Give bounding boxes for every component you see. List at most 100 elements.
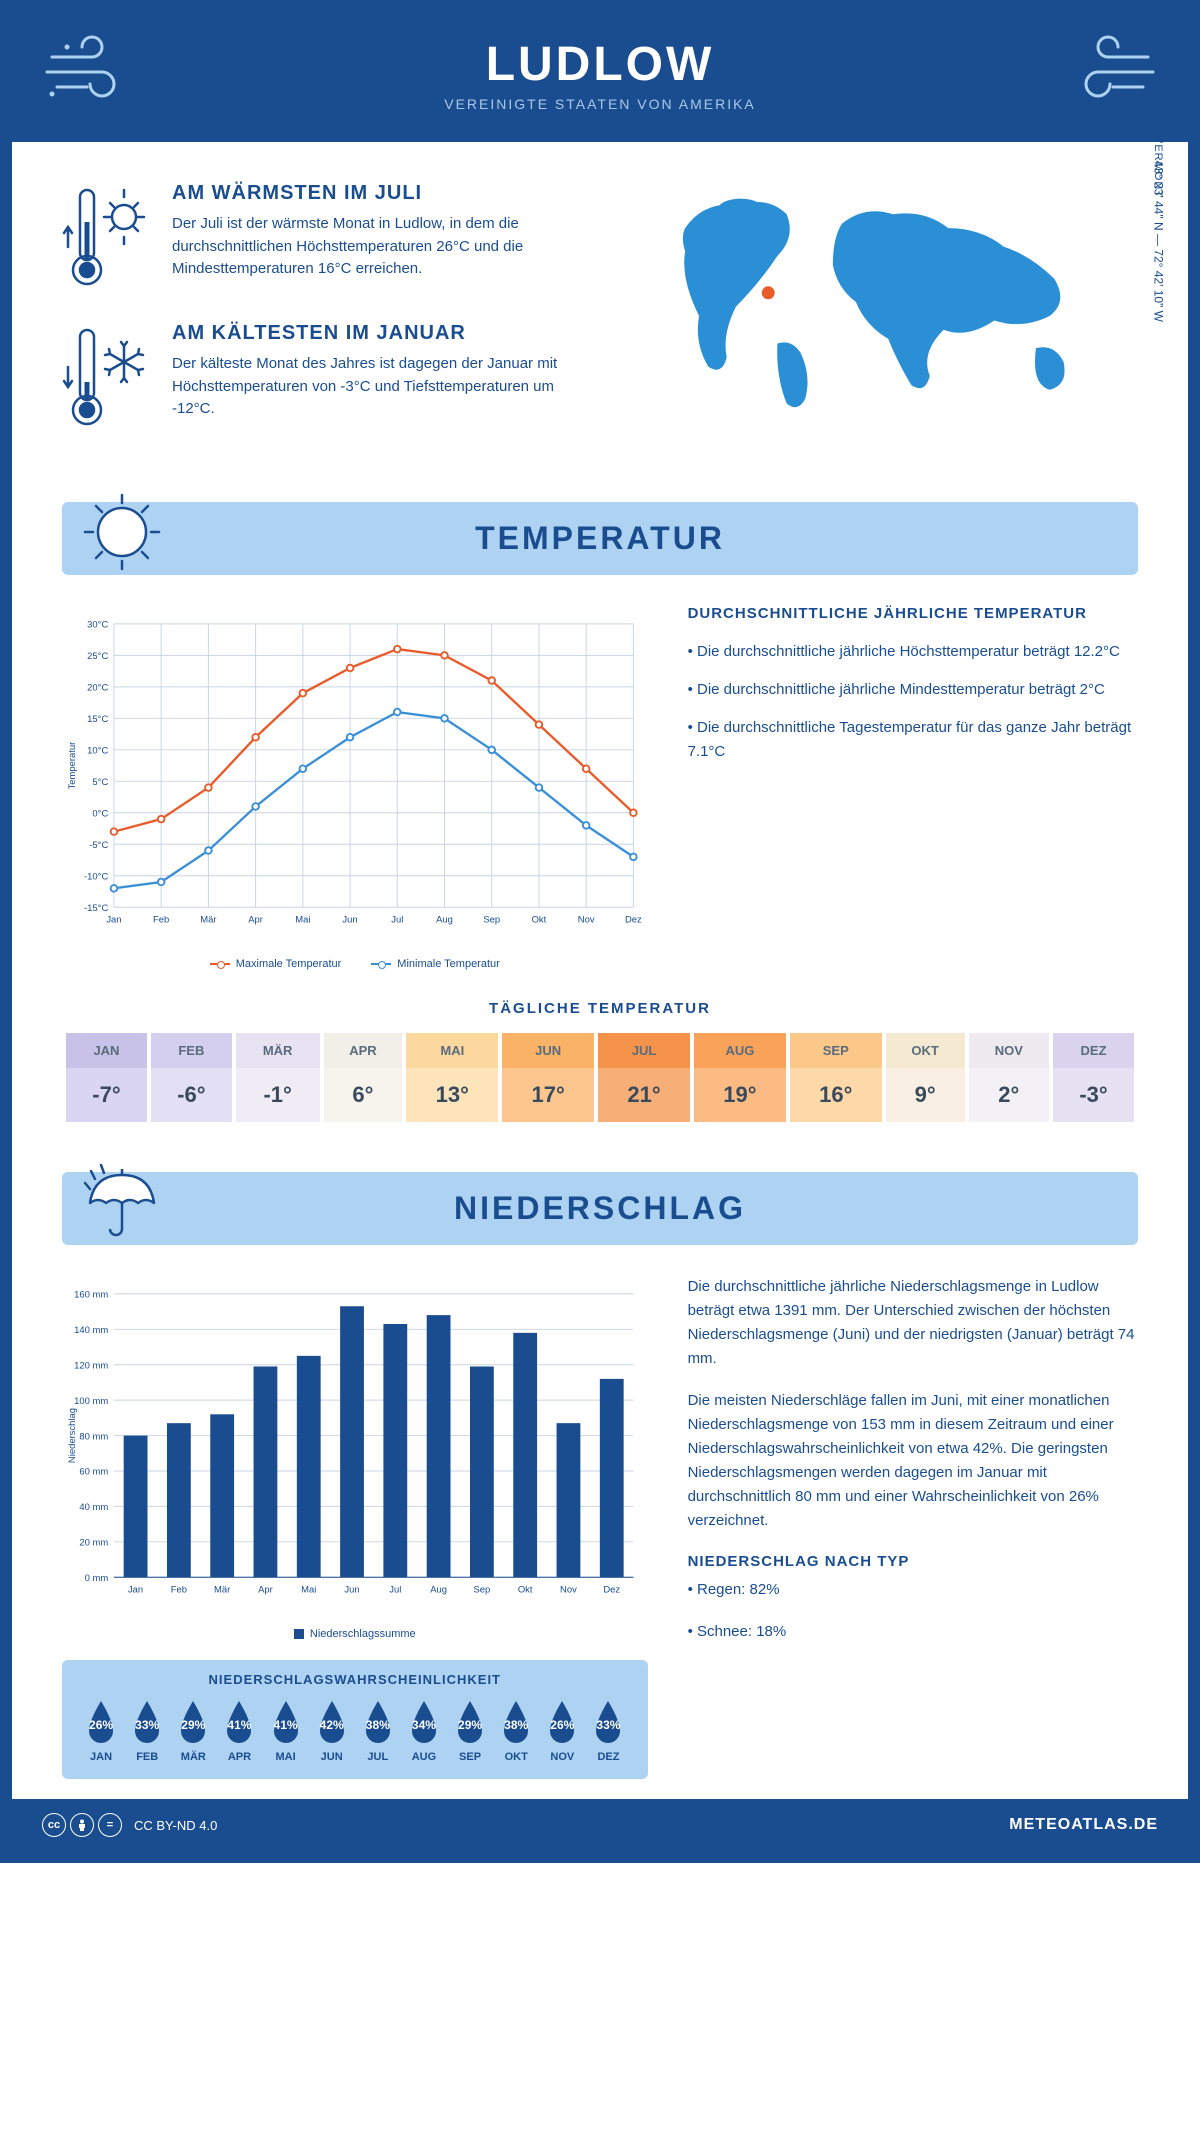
temp-value-cell: 2°: [969, 1068, 1049, 1122]
daily-temp-table: JANFEBMÄRAPRMAIJUNJULAUGSEPOKTNOVDEZ -7°…: [62, 1033, 1138, 1122]
fact-warm-text: Der Juli ist der wärmste Monat in Ludlow…: [172, 213, 580, 281]
precip-type2: • Schnee: 18%: [688, 1620, 1138, 1644]
svg-text:Aug: Aug: [430, 1584, 447, 1595]
temp-value-cell: -1°: [236, 1068, 320, 1122]
temp-value-cell: 21°: [598, 1068, 690, 1122]
svg-text:Aug: Aug: [436, 914, 453, 925]
wind-icon: [42, 32, 142, 112]
temp-month-cell: JAN: [66, 1033, 147, 1068]
prob-item: 33%FEB: [124, 1697, 170, 1763]
svg-text:5°C: 5°C: [92, 777, 108, 788]
prob-item: 34%AUG: [401, 1697, 447, 1763]
precip-bar-chart: 0 mm20 mm40 mm60 mm80 mm100 mm120 mm140 …: [62, 1275, 648, 1640]
footer: cc = CC BY-ND 4.0 METEOATLAS.DE: [12, 1799, 1188, 1851]
temp-info-p2: • Die durchschnittliche jährliche Mindes…: [688, 678, 1138, 702]
prob-item: 41%MAI: [263, 1697, 309, 1763]
svg-text:Jan: Jan: [128, 1584, 143, 1595]
svg-text:40 mm: 40 mm: [79, 1502, 108, 1513]
prob-title: NIEDERSCHLAGSWAHRSCHEINLICHKEIT: [78, 1672, 632, 1687]
svg-text:0 mm: 0 mm: [85, 1573, 109, 1584]
precip-type-title: NIEDERSCHLAG NACH TYP: [688, 1553, 1138, 1570]
precip-p1: Die durchschnittliche jährliche Niedersc…: [688, 1275, 1138, 1371]
fact-coldest: AM KÄLTESTEN IM JANUAR Der kälteste Mona…: [62, 322, 580, 432]
prob-item: 26%JAN: [78, 1697, 124, 1763]
temp-value-cell: -3°: [1053, 1068, 1134, 1122]
svg-text:Apr: Apr: [248, 914, 263, 925]
svg-text:15°C: 15°C: [87, 714, 108, 725]
page-title: LUDLOW: [444, 37, 756, 92]
temp-info: DURCHSCHNITTLICHE JÄHRLICHE TEMPERATUR •…: [688, 605, 1138, 970]
svg-text:Jan: Jan: [106, 914, 121, 925]
temp-value-cell: 9°: [886, 1068, 965, 1122]
temp-value-cell: 13°: [406, 1068, 498, 1122]
svg-text:Nov: Nov: [560, 1584, 577, 1595]
fact-cold-text: Der kälteste Monat des Jahres ist dagege…: [172, 353, 580, 421]
coordinates: 43° 23' 44" N — 72° 42' 10" W: [1151, 161, 1165, 322]
temp-info-p1: • Die durchschnittliche jährliche Höchst…: [688, 640, 1138, 664]
precip-banner: NIEDERSCHLAG: [62, 1172, 1138, 1245]
svg-text:Okt: Okt: [518, 1584, 533, 1595]
svg-text:80 mm: 80 mm: [79, 1431, 108, 1442]
temp-month-cell: MÄR: [236, 1033, 320, 1068]
precip-text: Die durchschnittliche jährliche Niedersc…: [688, 1275, 1138, 1779]
legend-min: Minimale Temperatur: [371, 958, 500, 970]
svg-text:Jul: Jul: [389, 1584, 401, 1595]
cc-nd-icon: =: [98, 1813, 122, 1837]
temp-month-cell: FEB: [151, 1033, 232, 1068]
page-subtitle: VEREINIGTE STAATEN VON AMERIKA: [444, 96, 756, 112]
prob-item: 38%OKT: [493, 1697, 539, 1763]
svg-text:Temperatur: Temperatur: [67, 742, 78, 790]
world-map-icon: [620, 182, 1138, 422]
precip-probability-box: NIEDERSCHLAGSWAHRSCHEINLICHKEIT 26%JAN33…: [62, 1660, 648, 1779]
temp-month-cell: DEZ: [1053, 1033, 1134, 1068]
temp-value-cell: -7°: [66, 1068, 147, 1122]
temp-month-cell: SEP: [790, 1033, 882, 1068]
svg-text:30°C: 30°C: [87, 620, 108, 631]
svg-text:Dez: Dez: [603, 1584, 620, 1595]
legend-max: Maximale Temperatur: [210, 958, 342, 970]
precip-p2: Die meisten Niederschläge fallen im Juni…: [688, 1389, 1138, 1533]
svg-text:Niederschlag: Niederschlag: [67, 1408, 78, 1463]
temp-month-cell: OKT: [886, 1033, 965, 1068]
fact-cold-title: AM KÄLTESTEN IM JANUAR: [172, 322, 580, 345]
temp-month-cell: MAI: [406, 1033, 498, 1068]
cc-icons: cc =: [42, 1813, 122, 1837]
svg-text:Mai: Mai: [295, 914, 310, 925]
svg-text:100 mm: 100 mm: [74, 1396, 108, 1407]
temp-value-cell: -6°: [151, 1068, 232, 1122]
intro-section: AM WÄRMSTEN IM JULI Der Juli ist der wär…: [62, 182, 1138, 462]
svg-text:Dez: Dez: [625, 914, 642, 925]
svg-text:Mär: Mär: [200, 914, 216, 925]
daily-temp-title: TÄGLICHE TEMPERATUR: [62, 1000, 1138, 1017]
prob-item: 33%DEZ: [585, 1697, 631, 1763]
svg-text:140 mm: 140 mm: [74, 1325, 108, 1336]
sun-icon: [77, 487, 167, 577]
section-title-precip: NIEDERSCHLAG: [82, 1190, 1118, 1227]
svg-text:Okt: Okt: [532, 914, 547, 925]
svg-text:Mai: Mai: [301, 1584, 316, 1595]
svg-text:20°C: 20°C: [87, 683, 108, 694]
svg-text:Jun: Jun: [342, 914, 357, 925]
svg-text:25°C: 25°C: [87, 651, 108, 662]
temp-month-cell: APR: [324, 1033, 403, 1068]
section-title-temp: TEMPERATUR: [82, 520, 1118, 557]
svg-text:-10°C: -10°C: [84, 872, 108, 883]
svg-text:-15°C: -15°C: [84, 903, 108, 914]
svg-text:10°C: 10°C: [87, 746, 108, 757]
umbrella-icon: [77, 1157, 167, 1247]
cc-icon: cc: [42, 1813, 66, 1837]
svg-text:Jun: Jun: [344, 1584, 359, 1595]
temp-banner: TEMPERATUR: [62, 502, 1138, 575]
prob-item: 29%MÄR: [170, 1697, 216, 1763]
cc-by-icon: [70, 1813, 94, 1837]
temp-info-title: DURCHSCHNITTLICHE JÄHRLICHE TEMPERATUR: [688, 605, 1138, 622]
svg-text:Nov: Nov: [578, 914, 595, 925]
precip-type1: • Regen: 82%: [688, 1578, 1138, 1602]
wind-icon: [1058, 32, 1158, 112]
svg-text:160 mm: 160 mm: [74, 1290, 108, 1301]
svg-text:Jul: Jul: [391, 914, 403, 925]
page: LUDLOW VEREINIGTE STAATEN VON AMERIKA AM…: [0, 0, 1200, 1863]
prob-item: 26%NOV: [539, 1697, 585, 1763]
prob-item: 42%JUN: [309, 1697, 355, 1763]
svg-text:Feb: Feb: [153, 914, 169, 925]
